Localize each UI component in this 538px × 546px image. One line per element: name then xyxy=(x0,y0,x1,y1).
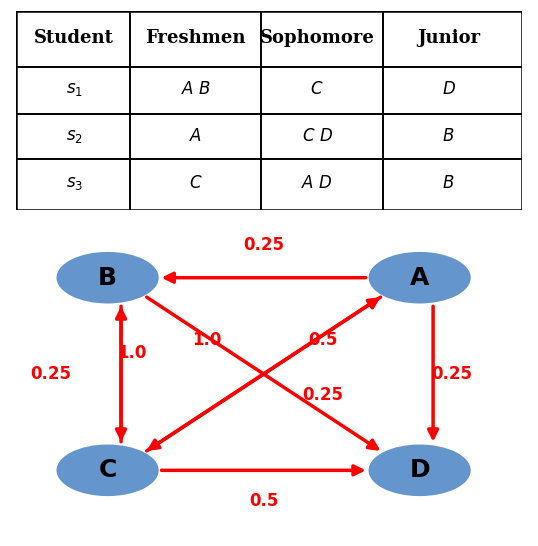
Text: D: D xyxy=(409,458,430,482)
Text: A: A xyxy=(410,266,429,290)
Text: 1.0: 1.0 xyxy=(193,331,222,348)
Text: $s_2$: $s_2$ xyxy=(66,128,83,145)
Text: 0.25: 0.25 xyxy=(243,236,284,254)
Text: $s_3$: $s_3$ xyxy=(66,175,83,192)
Text: 0.25: 0.25 xyxy=(302,385,343,403)
Text: $C$: $C$ xyxy=(310,81,324,98)
FancyBboxPatch shape xyxy=(16,11,522,210)
Text: 0.25: 0.25 xyxy=(31,365,72,383)
Text: $C\ D$: $C\ D$ xyxy=(301,128,332,145)
Text: $D$: $D$ xyxy=(442,81,456,98)
Text: $s_1$: $s_1$ xyxy=(66,81,83,98)
Text: Junior: Junior xyxy=(417,29,480,47)
Text: Freshmen: Freshmen xyxy=(145,29,246,47)
Text: 0.5: 0.5 xyxy=(308,331,337,348)
Text: 1.0: 1.0 xyxy=(117,345,146,363)
Text: $A\ D$: $A\ D$ xyxy=(301,175,333,192)
Text: $A$: $A$ xyxy=(189,128,202,145)
Text: Sophomore: Sophomore xyxy=(260,29,374,47)
Text: 0.5: 0.5 xyxy=(249,492,278,511)
Text: C: C xyxy=(98,458,117,482)
Ellipse shape xyxy=(369,252,471,304)
Text: 0.25: 0.25 xyxy=(431,365,472,383)
Text: Student: Student xyxy=(34,29,114,47)
Text: $B$: $B$ xyxy=(442,175,455,192)
Text: B: B xyxy=(98,266,117,290)
Ellipse shape xyxy=(369,444,471,496)
Text: $B$: $B$ xyxy=(442,128,455,145)
Ellipse shape xyxy=(56,444,159,496)
Text: $C$: $C$ xyxy=(189,175,202,192)
Ellipse shape xyxy=(56,252,159,304)
Text: $A\ B$: $A\ B$ xyxy=(181,81,211,98)
